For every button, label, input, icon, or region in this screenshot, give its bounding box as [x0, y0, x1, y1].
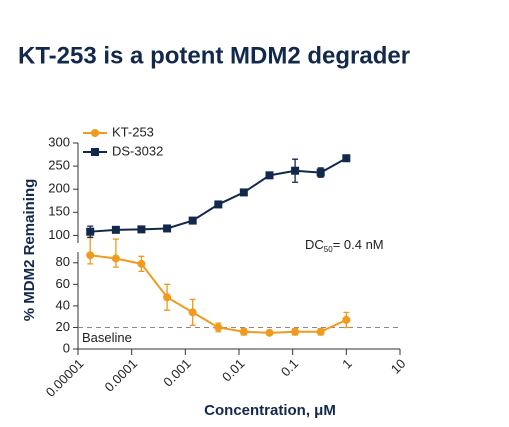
marker: [265, 328, 274, 337]
legend-label: KT-253: [112, 124, 154, 139]
marker: [188, 216, 197, 225]
error-bar: [87, 237, 94, 265]
title: KT-253 is a potent MDM2 degrader: [18, 42, 410, 69]
marker: [188, 308, 197, 317]
marker: [163, 293, 172, 302]
y-tick-label: 40: [56, 297, 70, 312]
y-tick-label: 150: [48, 204, 70, 219]
annotation-text: DC: [305, 237, 324, 252]
y-tick-label: 80: [56, 254, 70, 269]
y-tick-label: 20: [56, 319, 70, 334]
marker: [111, 225, 120, 234]
marker: [291, 327, 300, 336]
marker: [214, 200, 223, 209]
marker: [86, 227, 95, 236]
marker: [342, 315, 351, 324]
marker: [265, 171, 274, 180]
y-tick-label: 250: [48, 158, 70, 173]
x-tick-label: 10: [388, 356, 409, 377]
x-tick-label: 0.00001: [43, 356, 87, 400]
y-axis-title: % MDM2 Remaining: [21, 179, 38, 322]
x-tick-label: 0.0001: [101, 356, 140, 395]
baseline-label: Baseline: [82, 330, 132, 345]
marker: [214, 323, 223, 332]
x-axis-title: Concentration, μM: [204, 402, 336, 419]
legend-label: DS-3032: [112, 143, 163, 158]
annotation-sub: 50: [324, 245, 333, 254]
marker: [239, 327, 248, 336]
marker: [137, 259, 146, 268]
y-tick-label: 60: [56, 276, 70, 291]
error-bar: [112, 238, 119, 268]
x-tick-label: 0.1: [278, 356, 301, 379]
marker: [316, 327, 325, 336]
series-line: [90, 157, 347, 233]
legend-marker: [91, 148, 99, 156]
x-tick-label: 1: [339, 356, 355, 372]
y-tick-label: 100: [48, 227, 70, 242]
y-tick-label: 0: [63, 340, 70, 355]
marker: [163, 224, 172, 233]
marker: [86, 251, 95, 260]
annotation: DC50= 0.4 nM: [305, 237, 384, 254]
y-tick-label: 200: [48, 181, 70, 196]
marker: [316, 168, 325, 177]
legend-marker: [91, 129, 99, 137]
series-line: [90, 254, 347, 334]
x-tick-label: 0.001: [160, 356, 194, 390]
marker: [291, 166, 300, 175]
annotation-rest: = 0.4 nM: [333, 237, 384, 252]
marker: [342, 154, 351, 163]
marker: [137, 225, 146, 234]
marker: [111, 254, 120, 263]
marker: [239, 188, 248, 197]
y-tick-label: 300: [48, 134, 70, 149]
x-tick-label: 0.01: [219, 356, 248, 385]
